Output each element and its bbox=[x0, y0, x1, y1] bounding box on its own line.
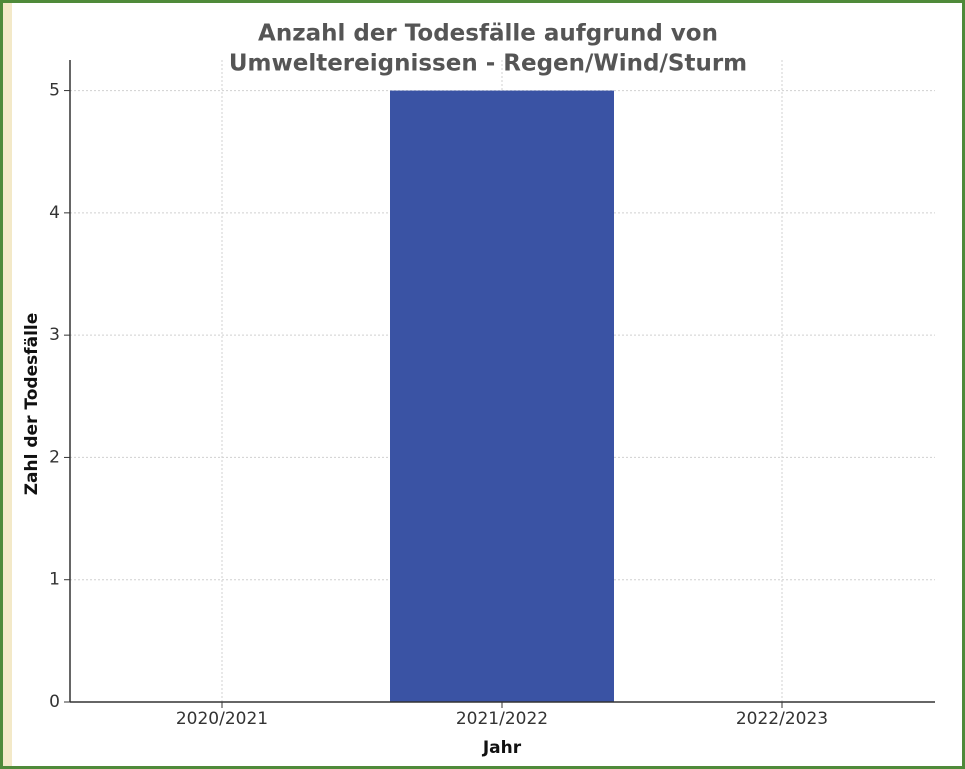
y-tick-label: 2 bbox=[49, 447, 60, 467]
y-tick-label: 0 bbox=[49, 692, 60, 712]
y-axis-label: Zahl der Todesfälle bbox=[22, 313, 42, 496]
y-tick-label: 4 bbox=[49, 203, 60, 223]
x-tick-label: 2022/2023 bbox=[736, 709, 828, 729]
x-tick-label: 2020/2021 bbox=[176, 709, 268, 729]
chart-title: Anzahl der Todesfälle aufgrund von bbox=[258, 21, 718, 47]
x-tick-label: 2021/2022 bbox=[456, 709, 548, 729]
bar bbox=[390, 90, 614, 703]
chart-subtitle: Umweltereignissen - Regen/Wind/Sturm bbox=[229, 51, 747, 77]
y-tick-label: 3 bbox=[49, 325, 60, 345]
y-tick-label: 1 bbox=[49, 570, 60, 590]
x-axis-label: Jahr bbox=[482, 738, 522, 758]
y-tick-label: 5 bbox=[49, 81, 60, 101]
